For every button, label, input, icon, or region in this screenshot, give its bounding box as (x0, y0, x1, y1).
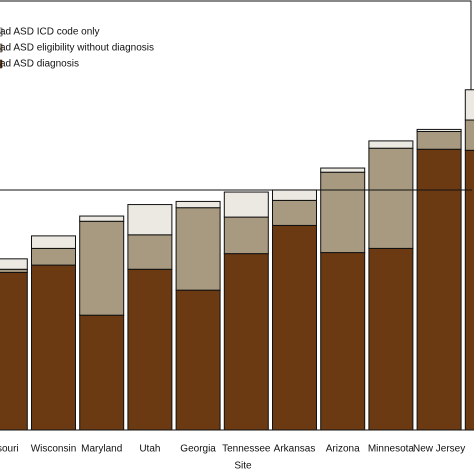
legend-label: ad ASD diagnosis (0, 59, 79, 70)
bar-segment (464, 149, 474, 431)
legend-swatch (0, 43, 3, 53)
x-tick-label: New Jersey (413, 444, 465, 455)
bar-segment (223, 191, 269, 218)
bar-segment (416, 148, 462, 431)
bar-segment (223, 216, 269, 255)
x-tick-label: Minnesota (368, 444, 415, 455)
x-axis-label: Site (234, 461, 252, 472)
x-tick-label: Arkansas (274, 444, 316, 455)
bar-segment (0, 258, 28, 270)
bar-segment (127, 268, 173, 431)
bar-segment (175, 200, 221, 209)
bar-segment (320, 171, 366, 254)
x-tick-label: Arizona (326, 444, 360, 455)
legend-label: ad ASD eligibility without diagnosis (0, 43, 154, 54)
bar-segment (320, 167, 366, 173)
bar-segment (79, 314, 125, 431)
x-tick-label: Maryland (81, 444, 122, 455)
x-tick-label: Georgia (180, 444, 216, 455)
x-tick-label: Wisconsin (31, 444, 77, 455)
legend-swatch (0, 59, 3, 69)
bar-segment (127, 234, 173, 270)
bar-segment (272, 199, 317, 226)
bar-segment (416, 131, 462, 150)
bar-segment (368, 140, 414, 149)
bar-segment (320, 252, 366, 431)
legend-label: ad ASD ICD code only (0, 27, 100, 38)
bar-segment (416, 128, 462, 133)
bar-segment (175, 289, 221, 431)
x-tick-label: Tennessee (222, 444, 271, 455)
bar-segment (464, 89, 474, 121)
bar-segment (175, 207, 221, 291)
bar-segment (79, 215, 125, 222)
bar-segment (368, 147, 414, 249)
bar-segment (79, 220, 125, 316)
bar-segment (272, 224, 317, 431)
bar-segment (127, 204, 173, 236)
bar-segment (31, 235, 76, 249)
bar-segment (464, 119, 474, 151)
x-tick-label: Utah (139, 444, 160, 455)
bar-segment (272, 189, 317, 201)
bar-segment (31, 264, 76, 431)
bar-segment (223, 253, 269, 431)
bar-segment (368, 247, 414, 431)
bar-segment (31, 247, 76, 266)
x-tick-label: ssouri (0, 444, 19, 455)
bar-segment (0, 271, 28, 431)
legend-swatch (0, 27, 3, 37)
